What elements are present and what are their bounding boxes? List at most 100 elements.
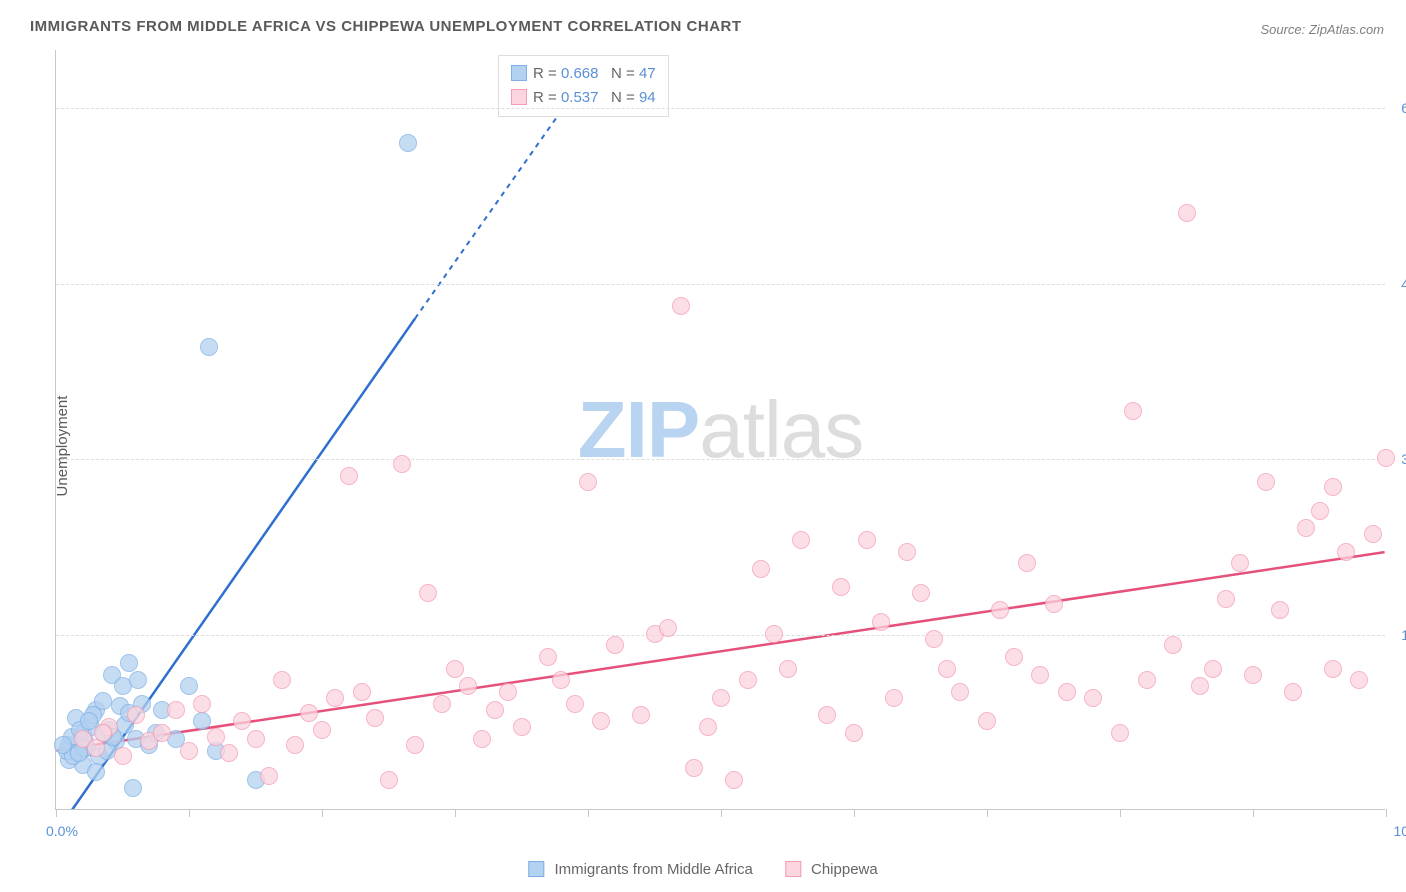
data-point bbox=[752, 560, 770, 578]
data-point bbox=[433, 695, 451, 713]
data-point bbox=[739, 671, 757, 689]
data-point bbox=[872, 613, 890, 631]
data-point bbox=[1271, 601, 1289, 619]
data-point bbox=[473, 730, 491, 748]
x-tick bbox=[1386, 809, 1387, 817]
data-point bbox=[120, 654, 138, 672]
legend-item: Immigrants from Middle Africa bbox=[528, 861, 753, 878]
data-point bbox=[486, 701, 504, 719]
source-attribution: Source: ZipAtlas.com bbox=[1260, 22, 1384, 37]
data-point bbox=[499, 683, 517, 701]
x-tick bbox=[322, 809, 323, 817]
data-point bbox=[885, 689, 903, 707]
data-point bbox=[419, 584, 437, 602]
data-point bbox=[1377, 449, 1395, 467]
data-point bbox=[127, 706, 145, 724]
data-point bbox=[233, 712, 251, 730]
data-point bbox=[779, 660, 797, 678]
data-point bbox=[685, 759, 703, 777]
data-point bbox=[380, 771, 398, 789]
y-tick-label: 30.0% bbox=[1401, 451, 1406, 467]
data-point bbox=[393, 455, 411, 473]
data-point bbox=[459, 677, 477, 695]
data-point bbox=[765, 625, 783, 643]
data-point bbox=[1284, 683, 1302, 701]
data-point bbox=[399, 134, 417, 152]
data-point bbox=[193, 712, 211, 730]
x-tick-label-min: 0.0% bbox=[46, 823, 78, 839]
series-legend: Immigrants from Middle Africa Chippewa bbox=[512, 861, 893, 878]
data-point bbox=[167, 701, 185, 719]
data-point bbox=[1337, 543, 1355, 561]
data-point bbox=[1257, 473, 1275, 491]
data-point bbox=[180, 677, 198, 695]
gridline bbox=[56, 459, 1385, 460]
data-point bbox=[353, 683, 371, 701]
data-point bbox=[832, 578, 850, 596]
data-point bbox=[566, 695, 584, 713]
data-point bbox=[340, 467, 358, 485]
x-tick-label-max: 100.0% bbox=[1394, 823, 1406, 839]
data-point bbox=[938, 660, 956, 678]
data-point bbox=[1217, 590, 1235, 608]
data-point bbox=[1111, 724, 1129, 742]
x-tick bbox=[854, 809, 855, 817]
x-tick bbox=[588, 809, 589, 817]
data-point bbox=[1244, 666, 1262, 684]
data-point bbox=[606, 636, 624, 654]
data-point bbox=[912, 584, 930, 602]
data-point bbox=[54, 736, 72, 754]
legend-item: Chippewa bbox=[785, 861, 878, 878]
data-point bbox=[925, 630, 943, 648]
data-point bbox=[1311, 502, 1329, 520]
stats-row: R = 0.668 N = 47 bbox=[511, 62, 656, 86]
data-point bbox=[1324, 478, 1342, 496]
data-point bbox=[579, 473, 597, 491]
data-point bbox=[951, 683, 969, 701]
x-tick bbox=[189, 809, 190, 817]
data-point bbox=[1297, 519, 1315, 537]
data-point bbox=[552, 671, 570, 689]
data-point bbox=[87, 763, 105, 781]
data-point bbox=[699, 718, 717, 736]
gridline bbox=[56, 108, 1385, 109]
data-point bbox=[845, 724, 863, 742]
x-tick bbox=[1253, 809, 1254, 817]
data-point bbox=[792, 531, 810, 549]
data-point bbox=[672, 297, 690, 315]
data-point bbox=[200, 338, 218, 356]
data-point bbox=[592, 712, 610, 730]
data-point bbox=[153, 724, 171, 742]
data-point bbox=[1058, 683, 1076, 701]
data-point bbox=[978, 712, 996, 730]
data-point bbox=[446, 660, 464, 678]
data-point bbox=[129, 671, 147, 689]
x-tick bbox=[987, 809, 988, 817]
data-point bbox=[1204, 660, 1222, 678]
data-point bbox=[991, 601, 1009, 619]
data-point bbox=[712, 689, 730, 707]
plot-area: ZIPatlas R = 0.668 N = 47R = 0.537 N = 9… bbox=[55, 50, 1385, 810]
data-point bbox=[725, 771, 743, 789]
data-point bbox=[1191, 677, 1209, 695]
data-point bbox=[513, 718, 531, 736]
stats-row: R = 0.537 N = 94 bbox=[511, 86, 656, 110]
data-point bbox=[124, 779, 142, 797]
data-point bbox=[1084, 689, 1102, 707]
data-point bbox=[313, 721, 331, 739]
chart-title: IMMIGRANTS FROM MIDDLE AFRICA VS CHIPPEW… bbox=[30, 18, 742, 35]
data-point bbox=[1045, 595, 1063, 613]
y-tick-label: 60.0% bbox=[1401, 100, 1406, 116]
data-point bbox=[260, 767, 278, 785]
data-point bbox=[366, 709, 384, 727]
gridline bbox=[56, 635, 1385, 636]
data-point bbox=[1031, 666, 1049, 684]
data-point bbox=[858, 531, 876, 549]
x-tick bbox=[56, 809, 57, 817]
data-point bbox=[539, 648, 557, 666]
y-tick-label: 15.0% bbox=[1401, 627, 1406, 643]
data-point bbox=[114, 747, 132, 765]
data-point bbox=[1138, 671, 1156, 689]
y-tick-label: 45.0% bbox=[1401, 276, 1406, 292]
data-point bbox=[220, 744, 238, 762]
